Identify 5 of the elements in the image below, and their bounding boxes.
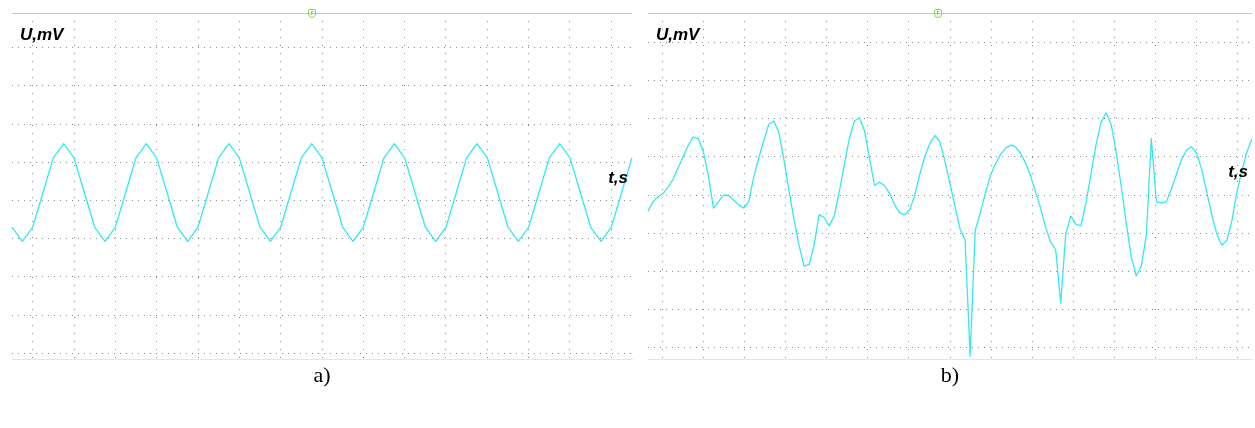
y-axis-title: U,mV xyxy=(20,25,66,45)
y-axis-title: U,mV xyxy=(656,25,702,45)
x-axis-title: t,s xyxy=(608,167,628,187)
text: a) xyxy=(313,362,331,388)
text: b) xyxy=(940,362,960,388)
